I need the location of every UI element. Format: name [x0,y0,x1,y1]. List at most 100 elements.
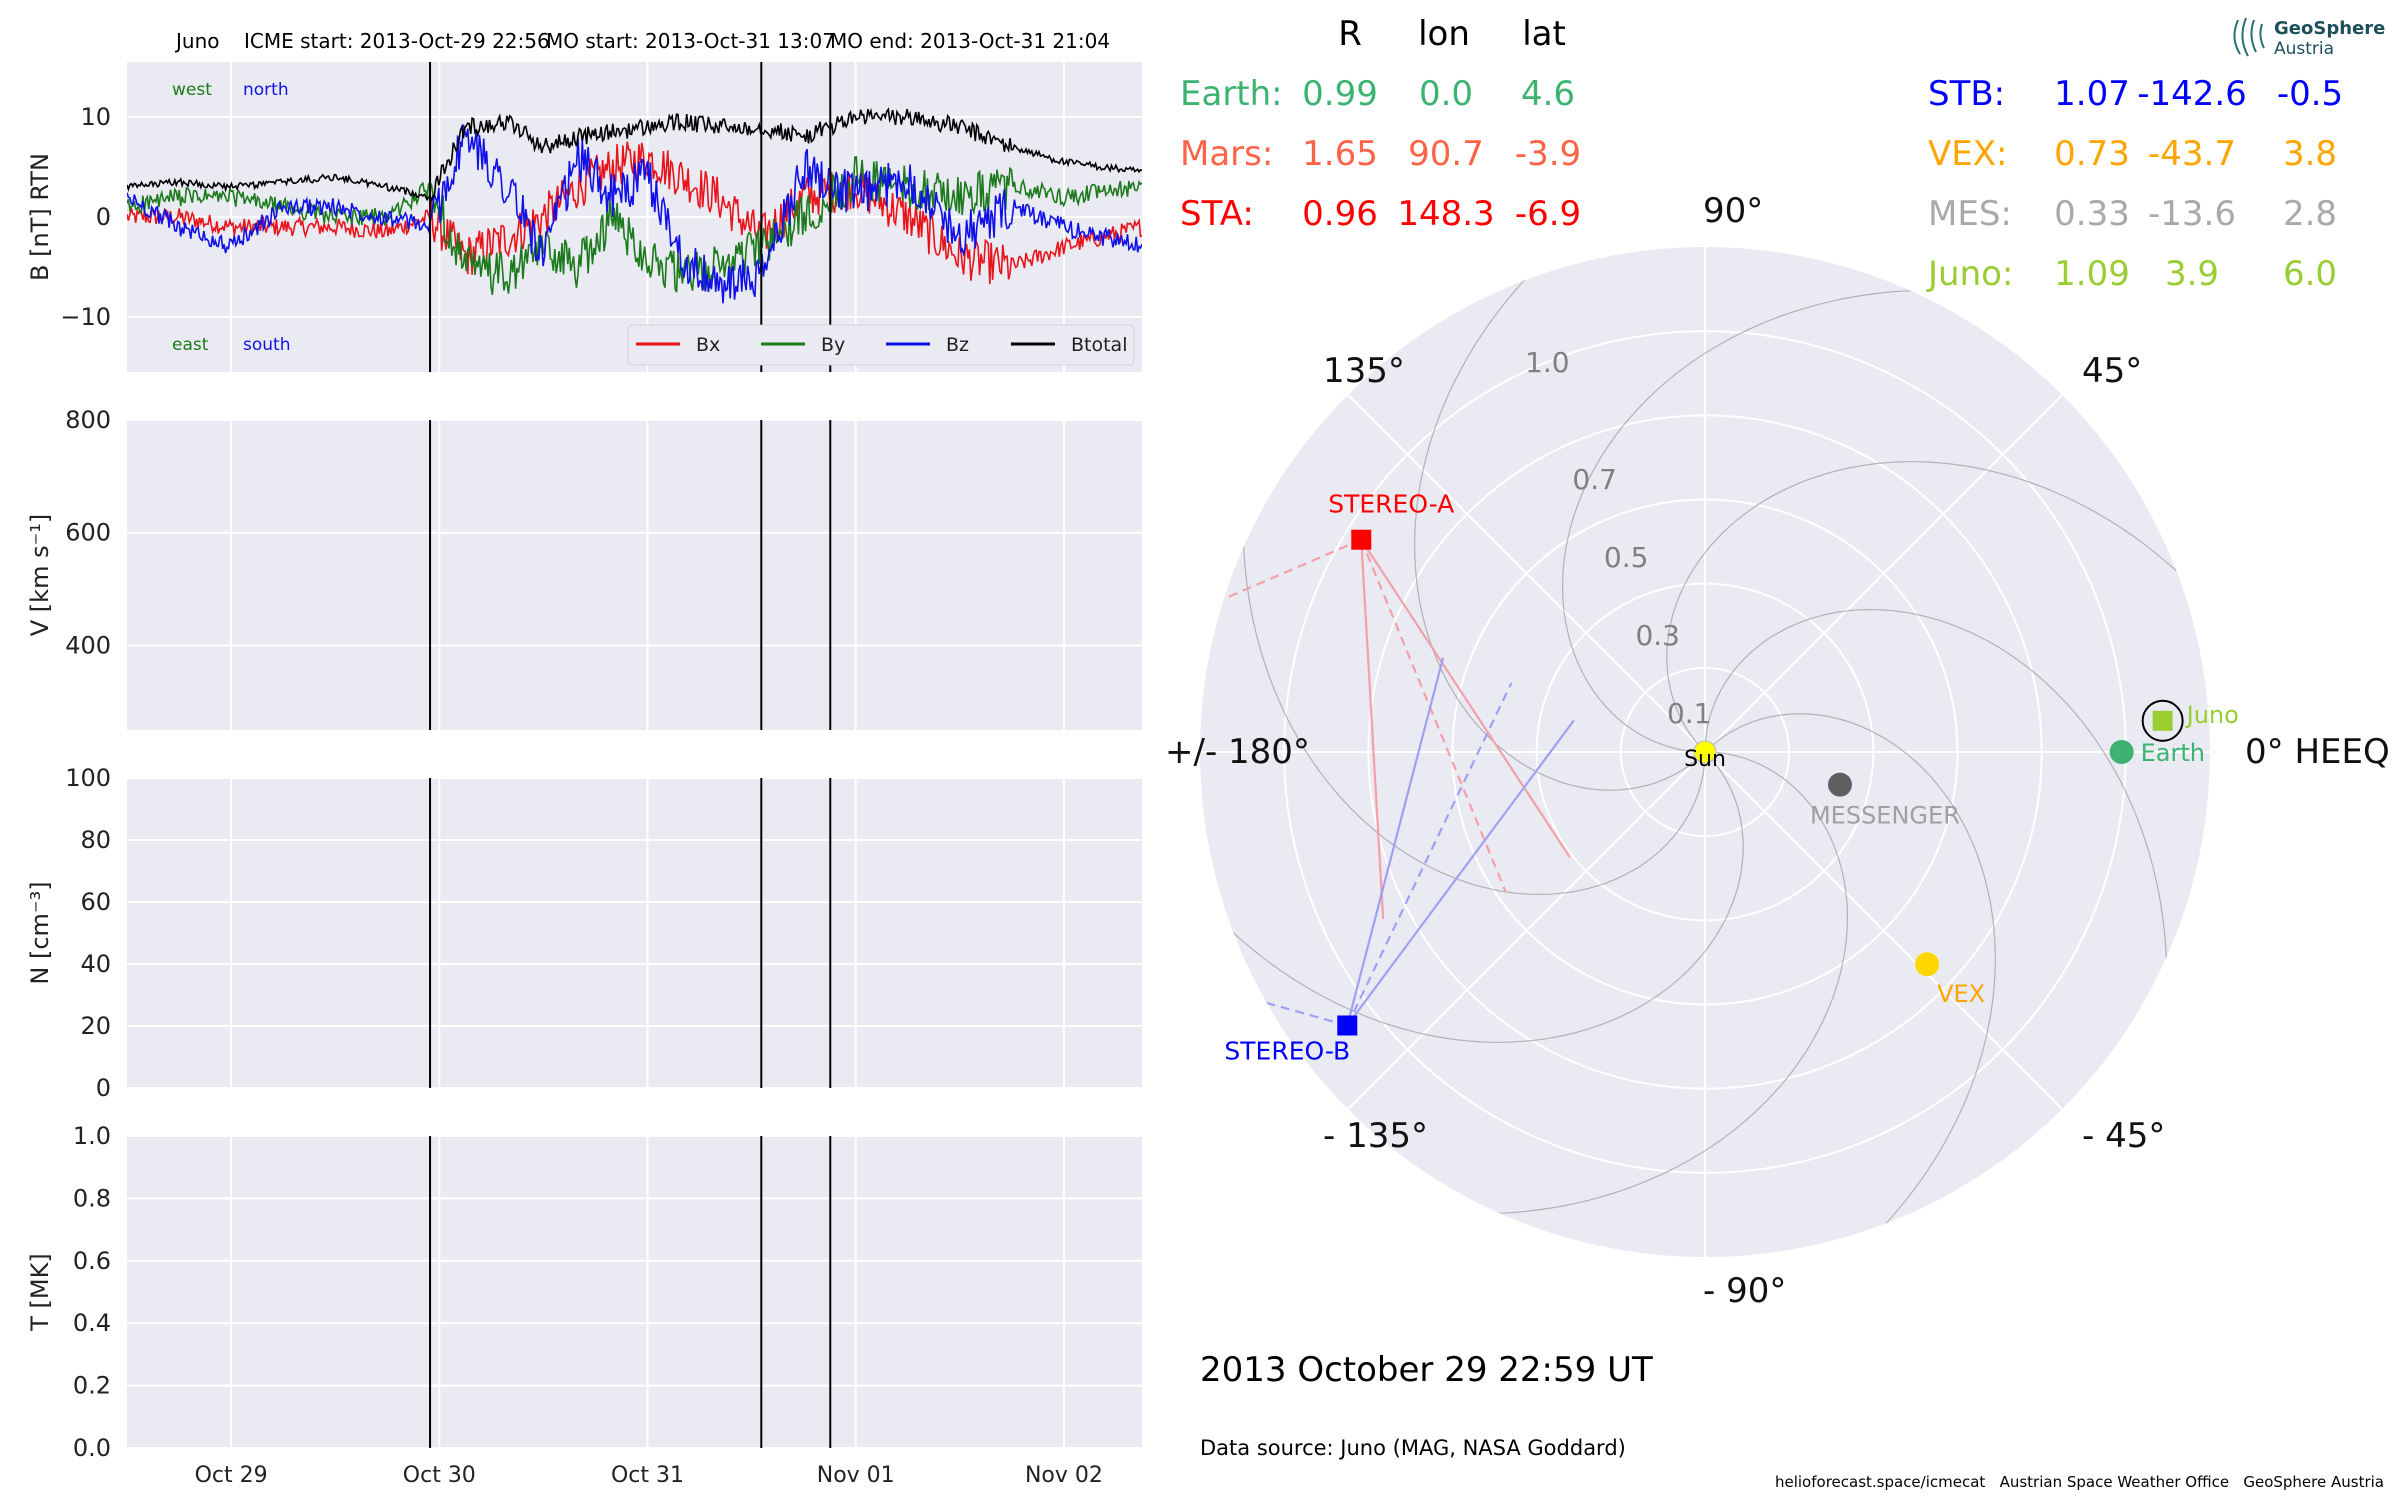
row-lon: 90.7 [1408,134,1484,174]
table-row-left: Earth: 0.99 0.0 4.6 [1180,74,1575,114]
table-row-right: STB: 1.07 -142.6 -0.5 [1928,74,2343,114]
parker-spiral [1704,608,2168,1006]
row-lon: -13.6 [2148,194,2236,234]
row-lat: -6.9 [1515,194,1581,234]
panel-magnetic-field: 10 0 −10B [nT] RTN west north east south Bx By Bz… [26,62,1142,372]
angle-label: 90° [1703,191,1763,231]
y-tick-label: 0.2 [73,1372,111,1400]
body-label: STEREO-B [1224,1036,1350,1065]
angular-grid-line [1347,751,1706,1110]
row-r: 0.99 [1302,74,1378,114]
fov-line-sta [1360,539,1385,920]
y-tick-label: 1.0 [73,1122,111,1150]
body-earth: Earth [2109,739,2205,767]
x-tick-label: Oct 29 [195,1463,268,1488]
fov-dashed-line-sta [1360,539,1507,892]
row-lon: 0.0 [1419,74,1473,114]
parker-spiral [1451,751,1849,1215]
y-tick-label: 10 [80,103,111,131]
series-btotal [127,107,1142,202]
body-label: VEX [1937,980,1985,1008]
body-sun: Sun [1684,740,1726,772]
body-label: Earth [2141,739,2205,767]
table-row-right: VEX: 0.73 -43.7 3.8 [1928,134,2337,174]
y-axis-label: N [cm⁻³] [26,881,54,984]
date-label: 2013 October 29 22:59 UT [1200,1350,1653,1390]
table-header-lat: lat [1522,14,1566,54]
fov-line-sta [1360,539,1571,858]
legend: Bx By Bz Btotal [627,324,1135,366]
body-stb: STEREO-B [1224,1015,1358,1065]
body-juno: Juno [2141,699,2239,742]
angle-label: 0° HEEQ [2245,732,2390,772]
y-tick-label: 20 [80,1012,111,1040]
marker [1351,529,1372,550]
row-name: Juno: [1926,254,2013,294]
fov-dashed-line-stb [1346,682,1513,1026]
y-tick-label: 800 [65,406,111,434]
panel-background [127,1136,1142,1448]
label-east: east [172,335,209,355]
fov-line-stb [1346,719,1575,1027]
angular-grid-line [1704,751,2063,1110]
body-mes: MESSENGER [1810,772,1960,830]
marker [1337,1015,1358,1036]
body-label: MESSENGER [1810,802,1960,830]
y-axis-label: T [MK] [26,1253,54,1331]
logo-text-1: GeoSphere [2274,18,2385,39]
legend-label-by: By [821,334,845,356]
series-bx [127,141,1142,285]
row-r: 1.09 [2054,254,2130,294]
mo-start-label: MO start: 2013-Oct-31 13:07 [546,29,835,53]
parker-spiral [1561,289,1959,753]
y-tick-label: 0 [96,203,111,231]
row-r: 0.96 [1302,194,1378,234]
polar-position-plot: 0.1 0.3 0.5 0.7 1.0 Sun Earth Juno VEX MESSENGER S… [1165,191,2390,1311]
body-sta: STEREO-A [1328,490,1454,550]
legend-box [627,324,1135,366]
y-tick-label: 0.6 [73,1247,111,1275]
body-label: Sun [1684,747,1726,772]
angle-label: - 90° [1703,1271,1786,1311]
angle-label: 135° [1323,351,1405,391]
marker [2152,710,2173,731]
x-tick-label: Nov 01 [817,1463,895,1488]
row-r: 1.65 [1302,134,1378,174]
y-tick-label: 100 [65,764,111,792]
row-lat: -0.5 [2277,74,2343,114]
angular-grid-line [1704,394,2063,753]
logo-text-2: Austria [2274,39,2334,59]
y-tick-label: 0.8 [73,1184,111,1212]
series-bz [127,124,1142,304]
legend-label-bz: Bz [946,334,969,356]
footer: 2013 October 29 22:59 UT Data source: Ju… [1200,1350,2384,1491]
row-r: 0.33 [2054,194,2130,234]
parker-spiral [1414,247,1706,791]
row-lat: 4.6 [1521,74,1575,114]
row-name: Mars: [1180,134,1273,174]
label-south: south [243,335,290,355]
mo-end-label: MO end: 2013-Oct-31 21:04 [830,29,1110,53]
y-axis-label: V [km s⁻¹] [26,514,54,636]
fov-line-stb [1346,657,1445,1026]
row-lat: 3.8 [2283,134,2337,174]
row-name: MES: [1928,194,2012,234]
panel-velocity: 800 600 400 V [km s⁻¹] [26,406,1142,730]
x-tick-label: Nov 02 [1025,1463,1103,1488]
y-tick-label: 400 [65,631,111,659]
radial-tick-label: 0.7 [1572,463,1617,496]
row-lon: 3.9 [2165,254,2219,294]
marker [2109,740,2134,764]
y-tick-label: 0 [96,1074,111,1102]
radial-tick-label: 1.0 [1525,346,1570,379]
icme-start-label: ICME start: 2013-Oct-29 22:56 [244,29,550,53]
row-r: 1.07 [2054,74,2130,114]
legend-label-btotal: Btotal [1071,334,1127,356]
radial-tick-label: 0.3 [1635,619,1680,652]
row-name: STB: [1928,74,2005,114]
plot-area [127,107,1142,304]
angle-label: 45° [2082,351,2142,391]
